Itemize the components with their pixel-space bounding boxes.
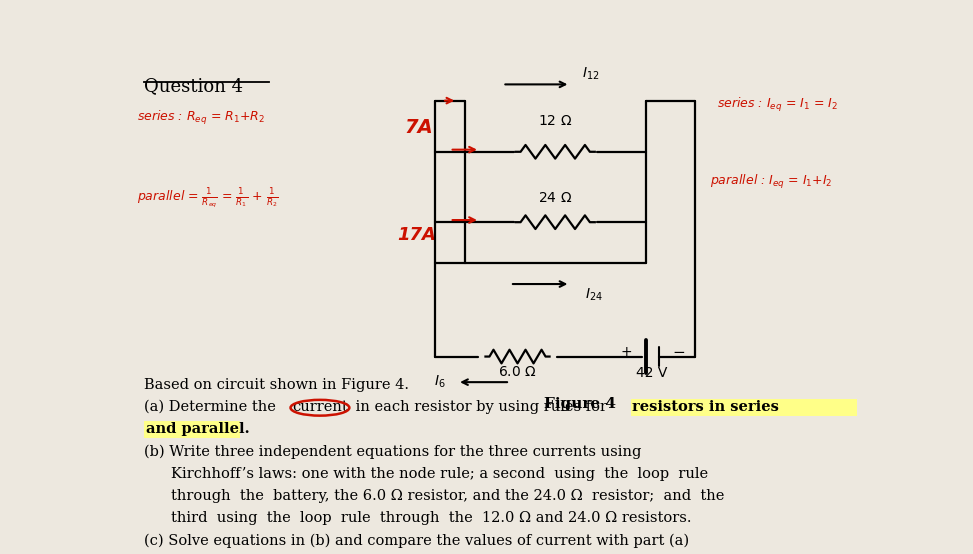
Text: in each resistor by using rules for: in each resistor by using rules for (351, 400, 607, 414)
Text: resistors in series: resistors in series (632, 400, 779, 414)
Text: +: + (621, 345, 632, 360)
Text: $\it{parallel}$ = $\frac{1}{R_{eq}}$ = $\frac{1}{R_1}$ + $\frac{1}{R_2}$: $\it{parallel}$ = $\frac{1}{R_{eq}}$ = $… (136, 186, 278, 210)
Text: $I_6$: $I_6$ (434, 374, 446, 391)
Text: 6.0 $\Omega$: 6.0 $\Omega$ (498, 365, 537, 379)
Text: (a) Determine the: (a) Determine the (144, 400, 276, 414)
Text: through  the  battery, the 6.0 Ω resistor, and the 24.0 Ω  resistor;  and  the: through the battery, the 6.0 Ω resistor,… (170, 489, 724, 503)
Text: 12 $\Omega$: 12 $\Omega$ (538, 114, 572, 129)
Text: 42 V: 42 V (636, 366, 667, 380)
Text: current: current (292, 400, 347, 414)
Text: third  using  the  loop  rule  through  the  12.0 Ω and 24.0 Ω resistors.: third using the loop rule through the 12… (170, 511, 691, 525)
Text: (b) Write three independent equations for the three currents using: (b) Write three independent equations fo… (144, 444, 641, 459)
Text: Based on circuit shown in Figure 4.: Based on circuit shown in Figure 4. (144, 378, 410, 392)
Text: 7A: 7A (405, 117, 433, 137)
Text: and parallel.: and parallel. (146, 422, 249, 436)
FancyBboxPatch shape (631, 399, 857, 416)
FancyBboxPatch shape (144, 422, 240, 438)
Text: 24 $\Omega$: 24 $\Omega$ (538, 191, 572, 205)
Text: Kirchhoff’s laws: one with the node rule; a second  using  the  loop  rule: Kirchhoff’s laws: one with the node rule… (170, 466, 707, 481)
Text: Figure 4: Figure 4 (544, 397, 616, 411)
Text: $\it{parallel}$ : $I_{eq}$ = $I_1$+$I_2$: $\it{parallel}$ : $I_{eq}$ = $I_1$+$I_2$ (710, 173, 832, 191)
Text: −: − (672, 345, 685, 360)
Text: Question 4: Question 4 (144, 77, 243, 95)
Text: $I_{12}$: $I_{12}$ (582, 66, 599, 82)
Text: $\it{series}$ : $I_{eq}$ = $I_1$ = $I_2$: $\it{series}$ : $I_{eq}$ = $I_1$ = $I_2$ (717, 96, 838, 114)
Text: (c) Solve equations in (b) and compare the values of current with part (a): (c) Solve equations in (b) and compare t… (144, 533, 690, 547)
Text: $I_{24}$: $I_{24}$ (586, 286, 603, 302)
Text: $\it{series}$ : $R_{eq}$ = $R_1$+$R_2$: $\it{series}$ : $R_{eq}$ = $R_1$+$R_2$ (136, 109, 265, 127)
Text: 17A: 17A (397, 227, 436, 244)
